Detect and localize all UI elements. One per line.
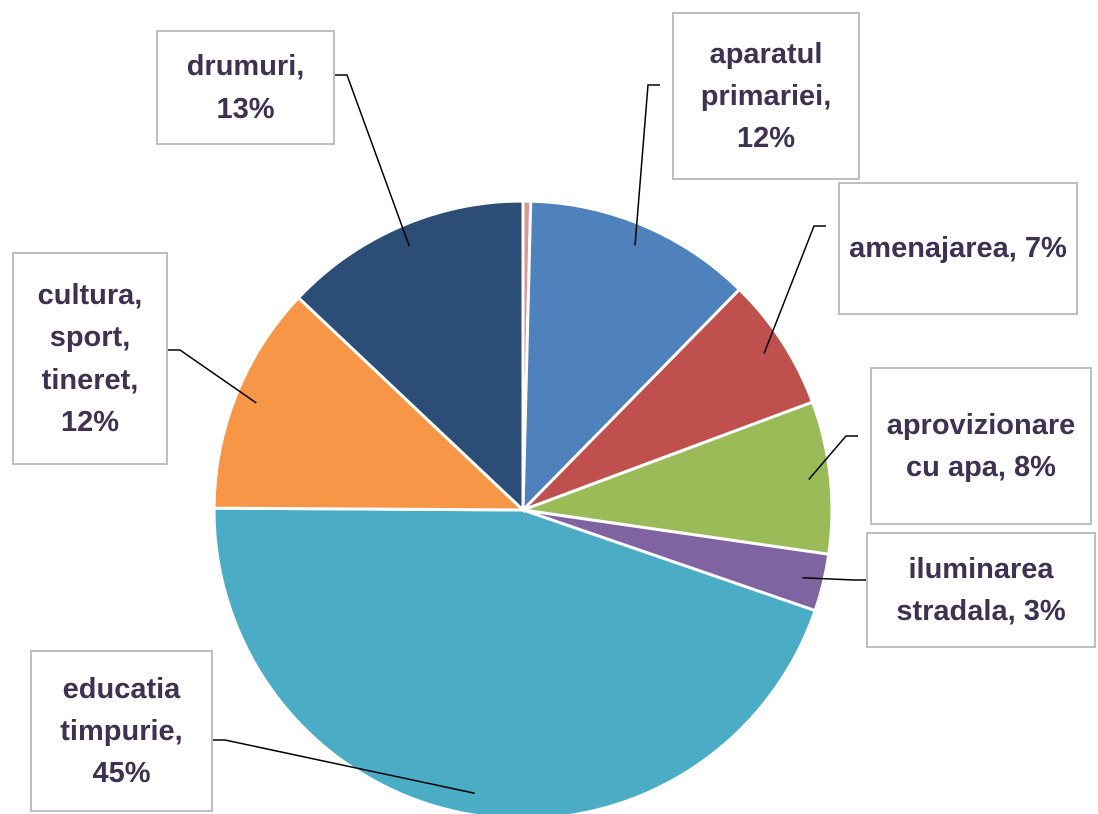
leader-line — [168, 349, 257, 404]
data-label: iluminarea stradala, 3% — [866, 532, 1096, 648]
data-label: drumuri, 13% — [156, 30, 335, 145]
leader-line — [335, 74, 411, 247]
data-label: aparatul primariei, 12% — [672, 12, 860, 180]
data-label: aprovizionare cu apa, 8% — [870, 367, 1092, 525]
data-label: cultura, sport, tineret, 12% — [12, 252, 168, 465]
data-label: educatia timpurie, 45% — [30, 650, 213, 812]
pie-slice — [212, 295, 527, 512]
pie-slice — [212, 506, 818, 814]
pie-slice — [296, 199, 525, 514]
pie-slice — [522, 400, 834, 557]
leader-line — [802, 576, 866, 581]
pie-slice — [521, 287, 815, 512]
leader-line — [213, 739, 475, 795]
pie-slice — [521, 199, 742, 514]
leader-line — [808, 435, 858, 480]
data-label: amenajarea, 7% — [838, 182, 1078, 315]
leader-line — [634, 84, 660, 246]
leader-line — [763, 225, 826, 354]
